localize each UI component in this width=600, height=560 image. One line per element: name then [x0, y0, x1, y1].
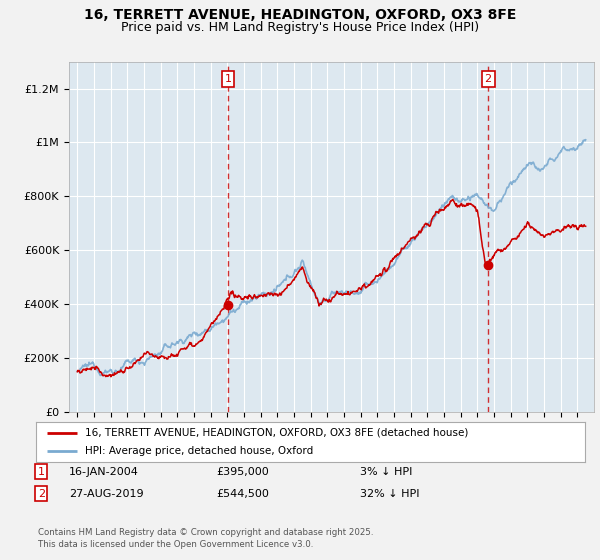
Text: 2: 2 — [485, 74, 492, 84]
Text: 32% ↓ HPI: 32% ↓ HPI — [360, 489, 419, 499]
Text: HPI: Average price, detached house, Oxford: HPI: Average price, detached house, Oxfo… — [85, 446, 314, 456]
Text: 2: 2 — [38, 489, 45, 499]
Text: 16-JAN-2004: 16-JAN-2004 — [69, 466, 139, 477]
Text: £544,500: £544,500 — [216, 489, 269, 499]
Text: 1: 1 — [38, 466, 45, 477]
Text: 3% ↓ HPI: 3% ↓ HPI — [360, 466, 412, 477]
Text: 1: 1 — [224, 74, 232, 84]
Text: Price paid vs. HM Land Registry's House Price Index (HPI): Price paid vs. HM Land Registry's House … — [121, 21, 479, 34]
Text: £395,000: £395,000 — [216, 466, 269, 477]
Text: 27-AUG-2019: 27-AUG-2019 — [69, 489, 143, 499]
Text: 16, TERRETT AVENUE, HEADINGTON, OXFORD, OX3 8FE (detached house): 16, TERRETT AVENUE, HEADINGTON, OXFORD, … — [85, 428, 469, 437]
Text: 16, TERRETT AVENUE, HEADINGTON, OXFORD, OX3 8FE: 16, TERRETT AVENUE, HEADINGTON, OXFORD, … — [84, 8, 516, 22]
Text: Contains HM Land Registry data © Crown copyright and database right 2025.
This d: Contains HM Land Registry data © Crown c… — [38, 528, 373, 549]
